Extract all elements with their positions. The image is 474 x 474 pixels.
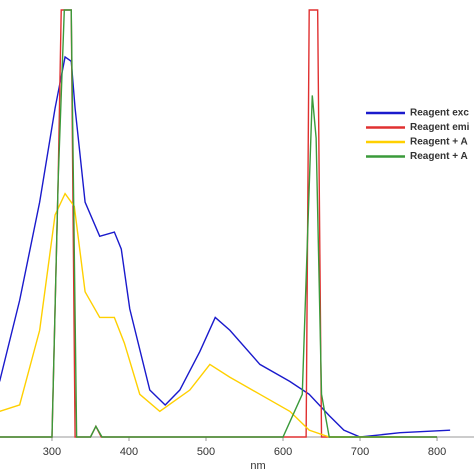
series-line (0, 55, 451, 438)
x-tick-label: 700 (351, 446, 369, 458)
legend-label: Reagent exc (410, 108, 469, 119)
legend-label: Reagent + A (410, 137, 468, 148)
series-line (0, 9, 438, 438)
x-tick-label: 300 (43, 446, 61, 458)
x-tick-label: 600 (274, 446, 292, 458)
series-line (0, 192, 401, 438)
x-tick-label: 800 (428, 446, 446, 458)
legend-label: Reagent emi (410, 122, 470, 133)
x-axis-label: nm (250, 460, 265, 472)
x-tick-label: 400 (120, 446, 138, 458)
legend-label: Reagent + A (410, 151, 468, 162)
x-tick-label: 500 (197, 446, 215, 458)
series-line (0, 9, 438, 438)
